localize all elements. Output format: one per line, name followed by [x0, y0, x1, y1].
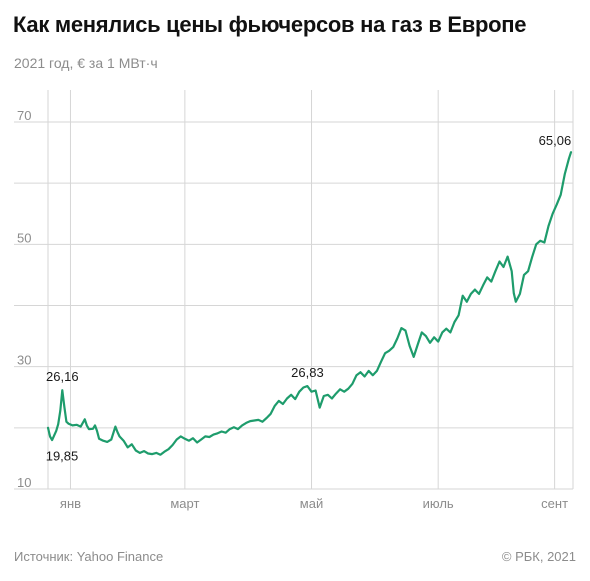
- x-tick-label: май: [300, 496, 323, 511]
- y-tick-label: 50: [17, 230, 31, 245]
- x-tick-label: сент: [541, 496, 568, 511]
- data-label: 26,16: [46, 369, 79, 384]
- series-line-0: [46, 151, 573, 456]
- x-tick-label: янв: [60, 496, 81, 511]
- y-tick-label: 70: [17, 108, 31, 123]
- y-tick-label: 30: [17, 353, 31, 368]
- vertical-gridlines: [47, 90, 574, 489]
- y-tick-label: 10: [17, 475, 31, 490]
- source-note: Источник: Yahoo Finance: [14, 549, 164, 564]
- data-annotations: 26,16 19,85 26,83 65,06: [46, 133, 572, 463]
- x-tick-label: июль: [423, 496, 454, 511]
- data-label: 19,85: [46, 448, 79, 463]
- y-axis-tick-labels: 10 30 50 70: [17, 108, 31, 490]
- series-group: [46, 151, 573, 456]
- data-label: 65,06: [539, 133, 572, 148]
- chart-subtitle: 2021 год, € за 1 МВт·ч: [14, 55, 158, 71]
- horizontal-gridlines: [14, 121, 573, 490]
- data-label: 26,83: [291, 365, 324, 380]
- x-tick-label: март: [170, 496, 199, 511]
- copyright: © РБК, 2021: [501, 549, 576, 564]
- chart-title: Как менялись цены фьючерсов на газ в Евр…: [13, 12, 527, 37]
- x-axis-tick-labels: янв март май июль сент: [60, 496, 568, 511]
